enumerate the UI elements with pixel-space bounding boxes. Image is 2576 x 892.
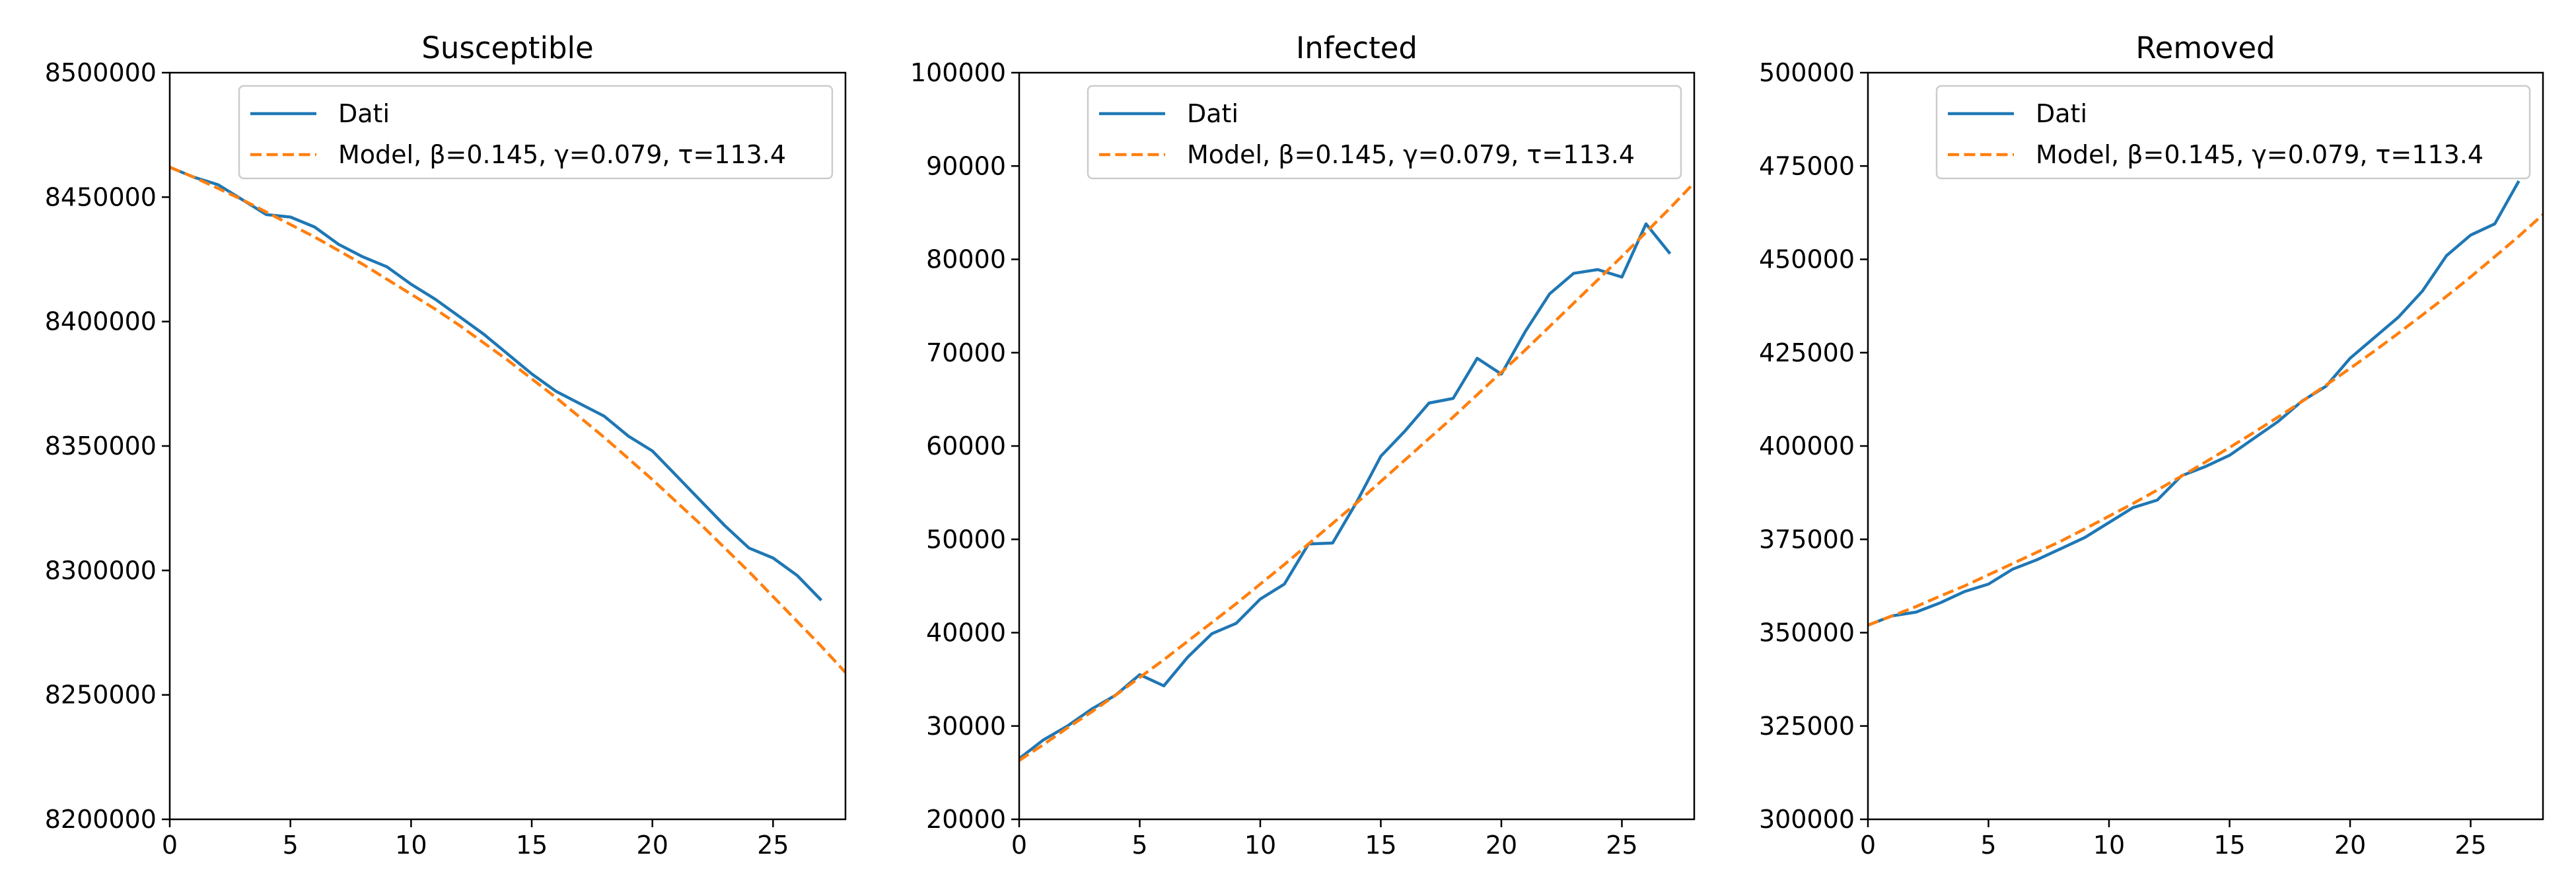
x-tick-label: 5 (1131, 831, 1147, 860)
y-tick-label: 8450000 (45, 182, 157, 211)
y-tick-label: 500000 (1759, 58, 1855, 87)
x-tick-label: 0 (162, 831, 178, 860)
legend: Dati Model, β=0.145, γ=0.079, τ=113.4 (1935, 85, 2531, 180)
y-tick-label: 450000 (1759, 245, 1855, 274)
x-tick-label: 5 (283, 831, 299, 860)
y-tick-label: 8350000 (45, 431, 157, 461)
legend-label-model: Model, β=0.145, γ=0.079, τ=113.4 (2036, 140, 2484, 169)
x-tick-label: 10 (395, 831, 427, 860)
series-line-dati (170, 166, 823, 602)
legend: Dati Model, β=0.145, γ=0.079, τ=113.4 (238, 85, 834, 180)
y-tick-label: 8500000 (45, 58, 157, 87)
x-tick-label: 25 (2454, 831, 2486, 860)
y-tick-label: 8400000 (45, 307, 157, 336)
chart-panel-removed: Removed 0 5 10 15 20 25 300000 325000 350000 37500… (1759, 30, 2544, 860)
y-tick-label: 40000 (926, 618, 1006, 648)
x-tick-label: 20 (1485, 831, 1517, 860)
legend-label-model: Model, β=0.145, γ=0.079, τ=113.4 (338, 140, 786, 169)
y-tick-label: 70000 (926, 338, 1006, 367)
y-tick-label: 30000 (926, 712, 1006, 741)
y-tick-label: 375000 (1759, 525, 1855, 554)
x-tick-label: 0 (1011, 831, 1027, 860)
chart-panel-infected: Infected 0 5 10 15 20 25 20000 30000 40000 50000 60… (910, 30, 1696, 860)
legend-frame (1935, 85, 2531, 180)
chart-panel-susceptible: Susceptible 0 5 10 15 20 25 8200000 8250000 83000… (45, 30, 847, 860)
chart-title: Susceptible (421, 30, 593, 65)
x-tick-label: 5 (1980, 831, 1996, 860)
y-tick-label: 475000 (1759, 151, 1855, 180)
x-tick-label: 10 (2093, 831, 2125, 860)
y-tick-label: 8300000 (45, 556, 157, 585)
y-tick-label: 50000 (926, 525, 1006, 554)
y-tick-label: 20000 (926, 805, 1006, 834)
y-tick-label: 8200000 (45, 805, 157, 834)
chart-title: Infected (1296, 30, 1417, 65)
x-tick-label: 15 (2213, 831, 2245, 860)
series-line-model (170, 166, 845, 674)
legend-frame (238, 85, 834, 180)
legend-frame (1087, 85, 1682, 180)
y-tick-label: 325000 (1759, 712, 1855, 741)
y-tick-label: 400000 (1759, 431, 1855, 461)
series-line-dati (1868, 180, 2521, 627)
legend-label-dati: Dati (1187, 99, 1238, 128)
x-tick-label: 20 (637, 831, 668, 860)
x-tick-label: 0 (1860, 831, 1876, 860)
y-tick-label: 300000 (1759, 805, 1855, 834)
x-tick-label: 15 (516, 831, 548, 860)
x-tick-label: 25 (757, 831, 789, 860)
chart-title: Removed (2135, 30, 2275, 65)
y-tick-label: 80000 (926, 245, 1006, 274)
y-tick-label: 60000 (926, 431, 1006, 461)
series-line-model (1868, 213, 2543, 627)
legend-label-dati: Dati (338, 99, 390, 128)
x-tick-label: 15 (1365, 831, 1396, 860)
legend-label-dati: Dati (2036, 99, 2087, 128)
y-tick-label: 350000 (1759, 618, 1855, 648)
legend-label-model: Model, β=0.145, γ=0.079, τ=113.4 (1187, 140, 1635, 169)
y-tick-label: 8250000 (45, 681, 157, 710)
y-tick-label: 90000 (926, 151, 1006, 180)
x-tick-label: 25 (1606, 831, 1637, 860)
x-tick-label: 10 (1244, 831, 1276, 860)
x-tick-label: 20 (2334, 831, 2366, 860)
series-line-model (1019, 182, 1694, 762)
y-tick-label: 100000 (910, 58, 1006, 87)
legend: Dati Model, β=0.145, γ=0.079, τ=113.4 (1087, 85, 1682, 180)
y-tick-label: 425000 (1759, 338, 1855, 367)
